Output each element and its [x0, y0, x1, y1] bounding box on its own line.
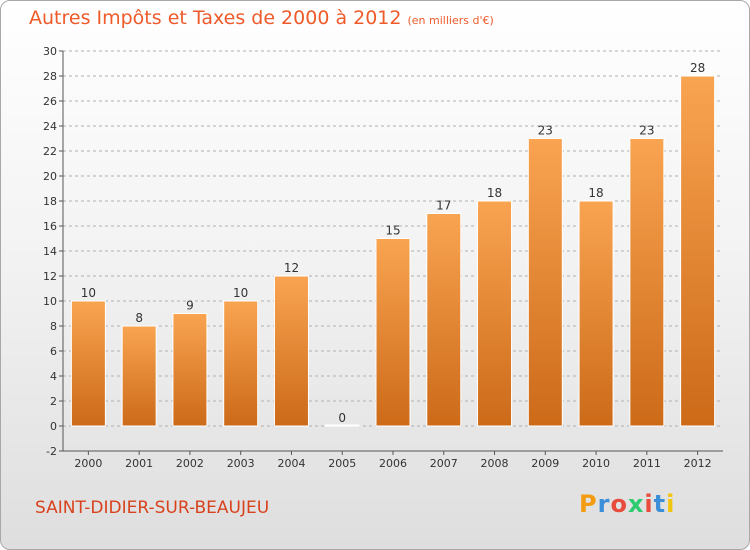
bar-2007 [426, 213, 462, 427]
y-tick-label: -2 [46, 445, 57, 458]
x-tick-label-2004: 2004 [277, 457, 305, 470]
bar-2008 [477, 200, 513, 427]
bar-2000 [70, 300, 106, 427]
y-tick-label: 24 [43, 120, 57, 133]
data-label-2001: 8 [135, 311, 143, 325]
x-tick-label-2011: 2011 [633, 457, 661, 470]
logo-letter: i [644, 490, 654, 518]
bar-2005 [324, 424, 360, 427]
y-tick-label: 8 [50, 320, 57, 333]
location-name: SAINT-DIDIER-SUR-BEAUJEU [35, 498, 270, 518]
y-tick-label: 28 [43, 70, 57, 83]
bar-2003 [223, 300, 259, 427]
logo-letter: P [579, 490, 598, 518]
unit-note: (en milliers d'€) [407, 14, 494, 27]
x-tick-label-2001: 2001 [125, 457, 153, 470]
y-tick-label: 16 [43, 220, 57, 233]
data-label-2004: 12 [284, 261, 299, 275]
x-tick-label-2009: 2009 [531, 457, 559, 470]
chart-title: Autres Impôts et Taxes de 2000 à 2012 (en… [29, 7, 494, 29]
data-label-2008: 18 [487, 186, 502, 200]
x-tick-label-2010: 2010 [582, 457, 610, 470]
y-tick-label: 18 [43, 195, 57, 208]
proxiti-logo: Proxiti [579, 490, 675, 518]
y-tick-label: 6 [50, 345, 57, 358]
data-label-2011: 23 [639, 124, 654, 138]
x-tick-label-2005: 2005 [328, 457, 356, 470]
labels: -202468101214161820222426283010200082001… [43, 45, 712, 470]
bar-2002 [172, 313, 208, 427]
x-tick-label-2007: 2007 [430, 457, 458, 470]
x-tick-label-2012: 2012 [684, 457, 712, 470]
logo-letter: x [627, 490, 645, 518]
bars [70, 75, 716, 427]
data-label-2009: 23 [538, 124, 553, 138]
logo-letter: i [666, 490, 676, 518]
y-tick-label: 2 [50, 395, 57, 408]
y-tick-label: 22 [43, 145, 57, 158]
y-tick-label: 26 [43, 95, 57, 108]
bar-2006 [375, 238, 411, 427]
x-tick-label-2002: 2002 [176, 457, 204, 470]
y-tick-label: 12 [43, 270, 57, 283]
logo-letter: r [597, 490, 611, 518]
y-tick-label: 10 [43, 295, 57, 308]
y-tick-label: 20 [43, 170, 57, 183]
y-tick-label: 4 [50, 370, 57, 383]
data-label-2006: 15 [385, 224, 400, 238]
y-tick-label: 14 [43, 245, 57, 258]
data-label-2003: 10 [233, 286, 248, 300]
y-tick-label: 0 [50, 420, 57, 433]
bar-2010 [578, 200, 614, 427]
data-label-2007: 17 [436, 199, 451, 213]
axes [59, 50, 723, 455]
bar-2001 [121, 325, 157, 427]
x-tick-label-2003: 2003 [227, 457, 255, 470]
y-tick-label: 30 [43, 45, 57, 58]
bar-2004 [273, 275, 309, 427]
bar-2011 [629, 138, 665, 427]
x-tick-label-2006: 2006 [379, 457, 407, 470]
logo-letter: t [653, 490, 667, 518]
bar-2012 [680, 75, 716, 427]
x-tick-label-2008: 2008 [481, 457, 509, 470]
data-label-2000: 10 [81, 286, 96, 300]
data-label-2005: 0 [338, 411, 346, 425]
x-tick-label-2000: 2000 [74, 457, 102, 470]
logo-letter: o [610, 490, 628, 518]
bar-2009 [527, 138, 563, 427]
data-label-2010: 18 [588, 186, 603, 200]
data-label-2002: 9 [186, 299, 194, 313]
data-label-2012: 28 [690, 61, 705, 75]
title-text: Autres Impôts et Taxes de 2000 à 2012 [29, 7, 402, 29]
